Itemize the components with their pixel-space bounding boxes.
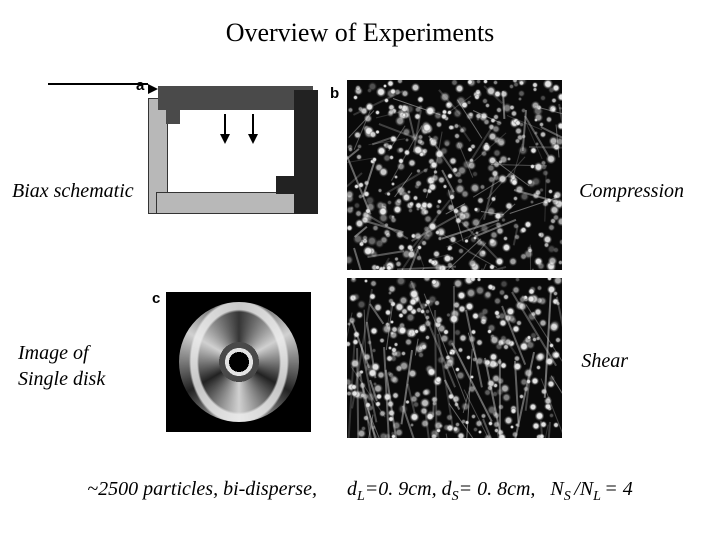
biax-top-foot — [166, 110, 180, 124]
compression-image — [347, 80, 562, 270]
single-disk-image — [166, 292, 311, 432]
photoelastic-disk — [179, 302, 299, 422]
label-compression: Compression — [579, 180, 684, 203]
arrow-down-icon — [220, 134, 230, 144]
label-disk-l2: Single disk — [18, 368, 105, 390]
label-shear: Shear — [581, 350, 628, 373]
biax-top-wall — [158, 86, 313, 110]
caption-dL: dL=0. 9cm, — [347, 478, 442, 500]
panel-label-a: a — [136, 77, 144, 94]
label-biax: Biax schematic — [12, 180, 134, 203]
biax-bottom-wall — [156, 192, 296, 214]
label-disk-l1: Image of — [18, 342, 89, 364]
caption-particles: ~2500 particles, bi-disperse, — [87, 478, 317, 500]
caption-dS: dS= 0. 8cm, — [442, 478, 541, 500]
biax-right-foot — [276, 176, 294, 194]
arrow-down-icon — [248, 134, 258, 144]
bottom-caption: ~2500 particles, bi-disperse, dL=0. 9cm,… — [0, 478, 720, 505]
panel-label-b: b — [330, 85, 339, 102]
biax-schematic — [148, 84, 318, 219]
page-title: Overview of Experiments — [0, 18, 720, 48]
caption-ratio: NS /NL = 4 — [550, 478, 632, 500]
shear-image — [347, 278, 562, 438]
panel-label-c: c — [152, 290, 160, 307]
label-disk: Image of Single disk — [18, 340, 105, 392]
biax-right-wall — [294, 90, 318, 214]
